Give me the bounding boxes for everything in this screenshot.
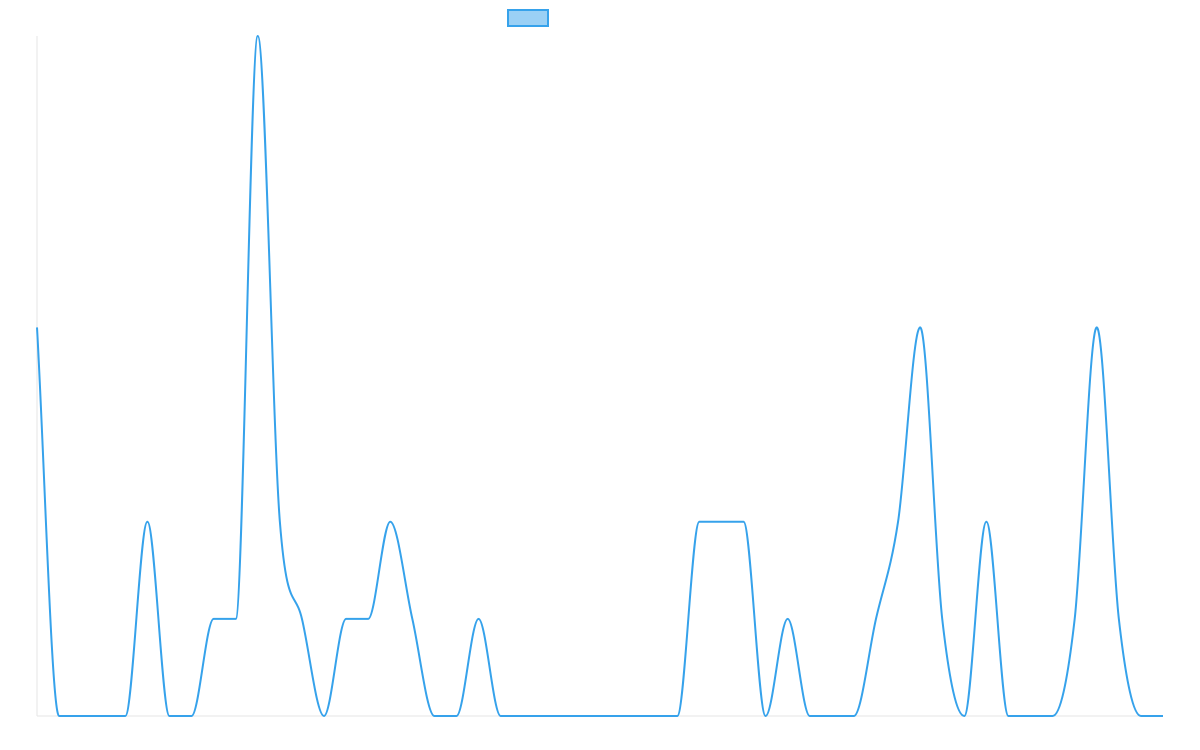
axes bbox=[36, 36, 1163, 717]
series-line-0 bbox=[36, 35, 1163, 717]
legend-swatch-0[interactable] bbox=[507, 9, 549, 27]
legend[interactable] bbox=[507, 9, 549, 27]
series-layer bbox=[36, 35, 1163, 717]
